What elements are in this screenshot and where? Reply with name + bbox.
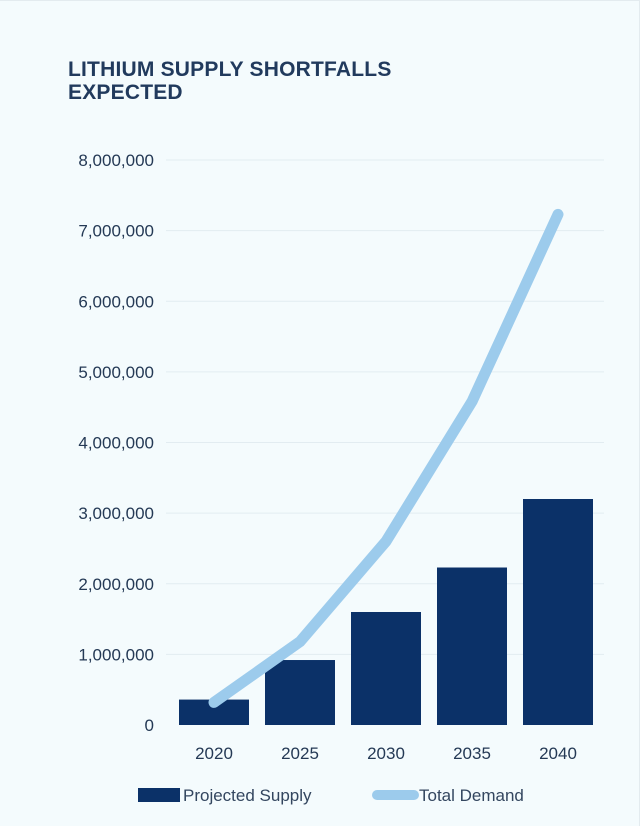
total-demand-line-group [208, 208, 564, 708]
projected-supply-bar [523, 499, 593, 725]
y-tick-label: 0 [145, 716, 154, 735]
legend-swatch-projected-supply [138, 788, 180, 802]
y-tick-label: 6,000,000 [78, 292, 154, 311]
y-tick-label: 5,000,000 [78, 363, 154, 382]
projected-supply-bar [437, 567, 507, 725]
y-tick-label: 8,000,000 [78, 151, 154, 170]
legend-label-total-demand: Total Demand [419, 786, 524, 805]
x-tick-label: 2035 [453, 744, 491, 763]
x-tick-label: 2025 [281, 744, 319, 763]
legend-label-projected-supply: Projected Supply [183, 786, 312, 805]
y-axis-ticks: 0 1,000,000 2,000,000 3,000,000 4,000,000 5,0… [78, 151, 154, 735]
projected-supply-bar [265, 660, 335, 725]
x-tick-label: 2040 [539, 744, 577, 763]
x-axis-ticks: 2020 2025 2030 2035 2040 [195, 744, 577, 763]
y-tick-label: 7,000,000 [78, 222, 154, 241]
x-tick-label: 2020 [195, 744, 233, 763]
projected-supply-bars [179, 499, 593, 725]
chart-title: LITHIUM SUPPLY SHORTFALLS EXPECTED [68, 58, 392, 104]
projected-supply-bar [351, 612, 421, 725]
legend: Projected Supply Total Demand [138, 786, 524, 805]
y-tick-label: 1,000,000 [78, 645, 154, 664]
x-tick-label: 2030 [367, 744, 405, 763]
y-tick-label: 2,000,000 [78, 575, 154, 594]
y-tick-label: 3,000,000 [78, 504, 154, 523]
y-tick-label: 4,000,000 [78, 434, 154, 453]
